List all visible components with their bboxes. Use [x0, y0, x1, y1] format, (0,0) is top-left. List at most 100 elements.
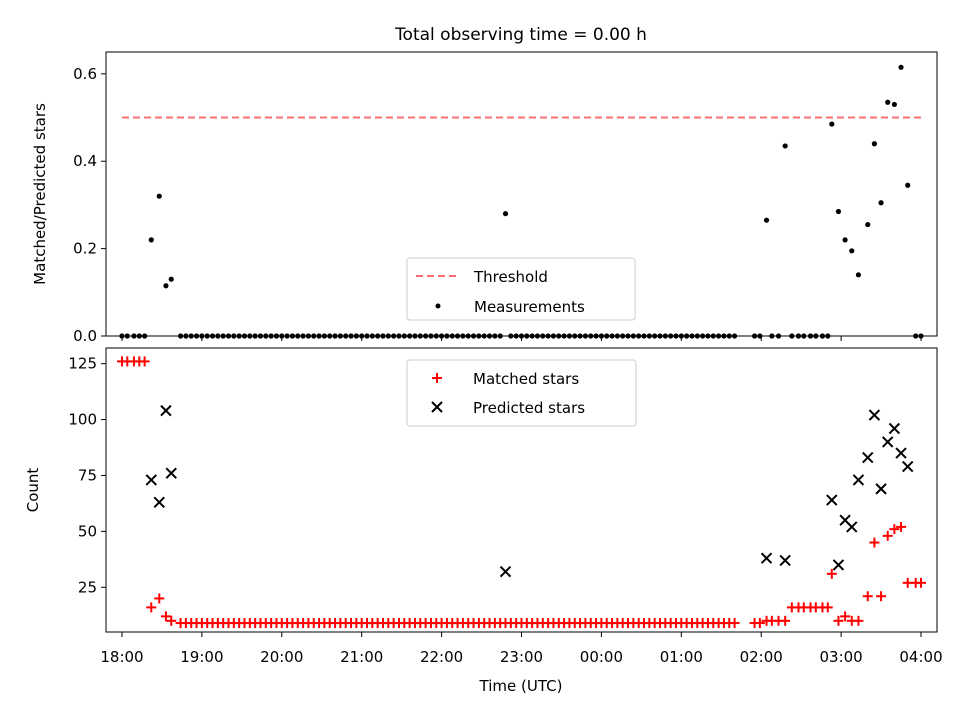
predicted-point [895, 447, 907, 459]
top-ytick-label: 0.6 [73, 65, 97, 83]
legend-measurements-swatch [435, 303, 441, 309]
measurement-point [885, 99, 891, 105]
figure-title: Total observing time = 0.00 h [394, 25, 647, 45]
predicted-point [826, 494, 838, 506]
predicted-point [153, 496, 165, 509]
bottom-xtick-label: 22:00 [420, 648, 463, 666]
bottom-xtick-label: 00:00 [580, 648, 623, 666]
top-yticks: 0.0 0.2 0.4 0.6 [73, 65, 106, 345]
bottom-xtick-label: 03:00 [819, 648, 862, 666]
bottom-legend: Matched stars Predicted stars [406, 359, 637, 427]
legend-matched-swatch [432, 373, 442, 383]
predicted-point [760, 552, 773, 564]
measurement-point [849, 248, 855, 254]
bottom-xtick-label: 04:00 [899, 648, 942, 666]
bottom-xtick-label: 21:00 [340, 648, 383, 666]
top-ytick-label: 0.2 [73, 240, 97, 258]
matched-point [780, 615, 791, 626]
predicted-point [160, 404, 172, 417]
top-legend: Threshold Measurements [406, 257, 636, 321]
predicted-point [846, 521, 858, 533]
bottom-xtick-label: 19:00 [180, 648, 223, 666]
predicted-point [901, 460, 914, 473]
predicted-point [862, 451, 874, 464]
bottom-ytick-label: 100 [68, 411, 97, 429]
matched-point [754, 618, 765, 629]
matched-point [833, 615, 844, 626]
predicted-point [882, 436, 894, 448]
bottom-xticks: 18:00 19:00 20:00 21:00 22:00 23:00 00:00 01:00… [100, 632, 943, 666]
predicted-point [875, 483, 887, 495]
measurement-point [763, 217, 770, 223]
measurement-point [855, 272, 862, 278]
measurement-point [905, 182, 911, 188]
bottom-ytick-label: 50 [78, 522, 97, 540]
matched-point [826, 568, 837, 579]
matched-point [729, 618, 740, 629]
predicted-point [779, 554, 791, 567]
bottom-xtick-label: 23:00 [500, 648, 543, 666]
matched-point [166, 615, 177, 626]
matched-point [882, 530, 893, 541]
predicted-point [145, 474, 157, 486]
top-ylabel: Matched/Predicted stars [31, 103, 49, 285]
legend-predicted-swatch [431, 401, 443, 413]
measurement-point [865, 221, 871, 228]
legend-threshold-label: Threshold [473, 268, 548, 286]
bottom-ylabel: Count [24, 468, 42, 513]
bottom-ytick-label: 125 [68, 355, 97, 373]
measurement-point [871, 141, 878, 147]
top-legend-box [406, 257, 636, 321]
legend-matched-label: Matched stars [473, 370, 579, 388]
legend-measurements-label: Measurements [474, 298, 585, 316]
matched-point [853, 615, 864, 626]
bottom-xtick-label: 20:00 [260, 648, 303, 666]
top-panel: 0.0 0.2 0.4 0.6 Matched/Predicted stars Thr… [31, 51, 938, 345]
bottom-ytick-label: 75 [78, 466, 97, 484]
matched-point [146, 602, 157, 613]
predicted-point [868, 409, 881, 421]
bottom-xtick-label: 01:00 [660, 648, 703, 666]
bottom-yticks: 25 50 75 100 125 [68, 355, 106, 596]
matched-point [862, 591, 873, 602]
bottom-xtick-label: 02:00 [740, 648, 783, 666]
bottom-panel: 18:00 19:00 20:00 21:00 22:00 23:00 00:00 01:00… [24, 347, 943, 695]
matched-point [876, 591, 887, 602]
measurement-point [898, 64, 904, 70]
predicted-point [499, 565, 512, 578]
measurement-point [842, 237, 848, 243]
measurement-point [156, 193, 162, 199]
predicted-point [852, 474, 865, 486]
matched-point [154, 593, 165, 604]
measurement-point [168, 276, 174, 282]
measurement-point [835, 208, 842, 215]
measurement-point [782, 143, 788, 149]
matched-point [896, 521, 907, 532]
predicted-point [888, 422, 901, 435]
matched-point [139, 356, 150, 367]
measurement-point [891, 101, 897, 108]
matched-point [822, 602, 833, 613]
predicted-point [832, 559, 845, 571]
top-ytick-label: 0.4 [73, 152, 97, 170]
bottom-xlabel: Time (UTC) [479, 677, 563, 695]
measurement-point [829, 121, 835, 127]
measurement-point [163, 283, 169, 289]
bottom-ytick-label: 25 [78, 578, 97, 596]
top-xticks [121, 336, 922, 341]
matched-point [889, 524, 900, 535]
legend-predicted-label: Predicted stars [473, 399, 585, 417]
measurement-point [148, 237, 154, 243]
matched-point [160, 611, 171, 622]
measurement-point [878, 200, 884, 206]
predicted-point [165, 467, 177, 479]
matched-point [916, 577, 927, 588]
top-ytick-label: 0.0 [73, 327, 97, 345]
bottom-xtick-label: 18:00 [100, 648, 143, 666]
matched-point [869, 537, 880, 548]
matched-point [840, 611, 851, 622]
measurement-point [502, 211, 509, 217]
bottom-marks [116, 356, 927, 629]
bottom-legend-box [406, 359, 637, 427]
